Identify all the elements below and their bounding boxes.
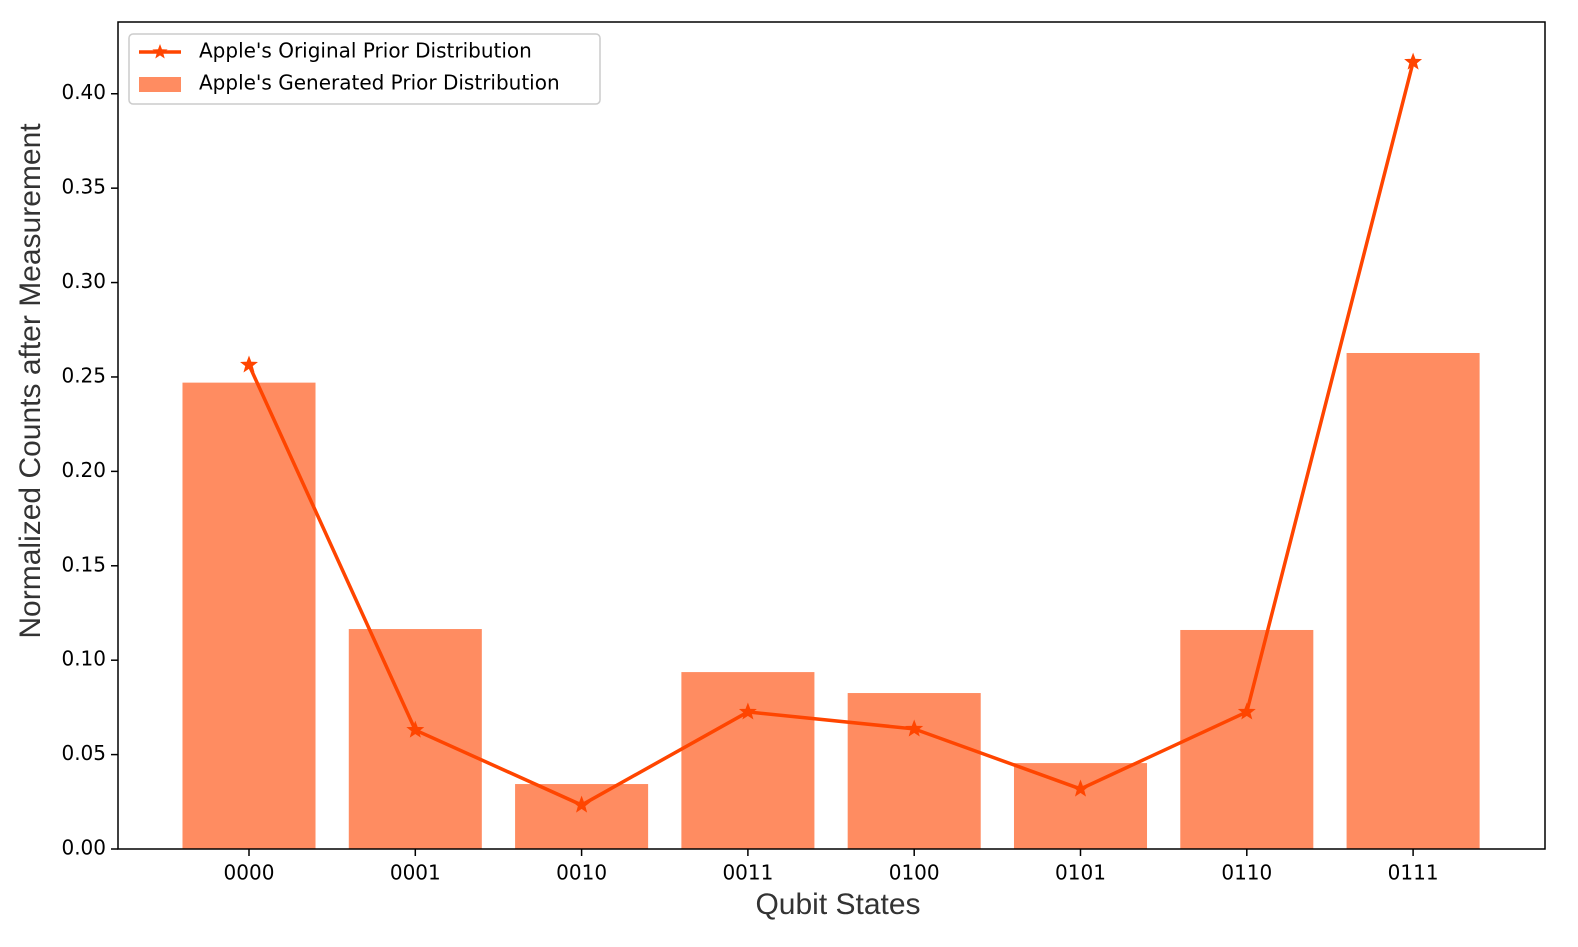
x-tick-label: 0000: [224, 861, 275, 885]
x-tick-label: 0010: [556, 861, 607, 885]
legend-swatch: [152, 44, 168, 59]
x-tick-label: 0111: [1388, 861, 1439, 885]
marker: [1237, 702, 1256, 720]
y-tick-label: 0.35: [61, 175, 106, 199]
bar: [681, 672, 815, 849]
marker: [1071, 779, 1090, 797]
bar: [1013, 763, 1148, 849]
bar: [847, 693, 981, 849]
y-tick-label: 0.10: [61, 647, 106, 671]
bar: [1180, 629, 1314, 849]
y-tick-label: 0.05: [61, 741, 106, 765]
y-tick-label: 0.30: [61, 269, 106, 293]
bar: [1346, 352, 1480, 849]
legend-box: [128, 33, 601, 105]
x-tick-label: 0110: [1221, 861, 1272, 885]
marker: [240, 355, 258, 373]
marker: [1404, 52, 1423, 70]
bar: [348, 629, 482, 849]
y-tick-label: 0.25: [61, 363, 106, 387]
x-tick-label: 0101: [1055, 861, 1106, 885]
marker: [572, 795, 591, 813]
legend-label: Apple's Generated Prior Distribution: [199, 71, 560, 95]
line: [247, 61, 1415, 807]
x-axis-label: Qubit States: [755, 888, 920, 921]
y-tick-label: 0.15: [61, 552, 106, 576]
y-axis-label: Normalized Counts after Measurement: [14, 123, 47, 639]
bar: [515, 784, 649, 849]
bar: [182, 382, 316, 849]
y-tick-label: 0.20: [61, 458, 106, 482]
x-tick-label: 0011: [722, 861, 773, 885]
x-tick-label: 0100: [889, 861, 940, 885]
y-tick-label: 0.40: [61, 80, 106, 104]
y-tick-label: 0.00: [61, 836, 106, 860]
x-tick-label: 0001: [390, 861, 441, 885]
plot-frame: [117, 21, 1546, 850]
marker: [905, 719, 924, 737]
marker: [738, 702, 757, 720]
legend-label: Apple's Original Prior Distribution: [199, 39, 532, 63]
legend-swatch: [139, 77, 181, 92]
marker: [406, 720, 425, 738]
